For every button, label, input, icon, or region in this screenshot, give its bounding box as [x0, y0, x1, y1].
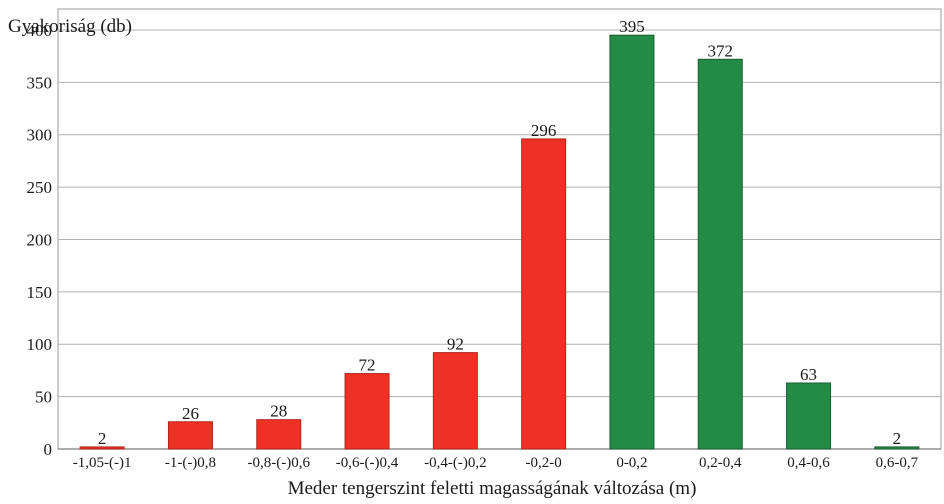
bar-value-label: 63 [800, 365, 817, 384]
x-tick-label: 0,2-0,4 [699, 455, 742, 471]
x-tick-label: 0,4-0,6 [787, 455, 830, 471]
bar-value-label: 28 [270, 402, 287, 421]
data-labels: 2 26 28 72 92 296 395 372 63 2 [98, 17, 901, 448]
x-axis-title: Meder tengerszint feletti magasságának v… [288, 478, 697, 499]
y-tick-label: 300 [27, 126, 53, 145]
bar-value-label: 92 [447, 335, 464, 354]
x-tick-label: -0,4-(-)0,2 [424, 455, 486, 471]
bar-value-label: 395 [619, 17, 645, 36]
x-tick-label: -0,2-0 [526, 455, 562, 471]
x-tick-label: 0-0,2 [616, 455, 647, 471]
bar [874, 446, 920, 450]
y-tick-label: 250 [27, 178, 53, 197]
bar-value-label: 72 [359, 356, 376, 375]
bar [167, 421, 213, 450]
bar [432, 352, 478, 450]
x-axis-ticks: -1,05-(-)1 -1-(-)0,8 -0,8-(-)0,6 -0,6-(-)0,… [73, 455, 919, 471]
bar-value-label: 296 [531, 121, 557, 140]
bar [697, 58, 743, 450]
bar-value-label: 26 [182, 404, 199, 423]
y-tick-label: 0 [44, 440, 53, 459]
y-axis-title: Gyakoriság (db) [8, 16, 132, 37]
bar [786, 382, 832, 450]
x-tick-label: -0,6-(-)0,4 [336, 455, 399, 471]
bars [79, 34, 920, 450]
y-tick-label: 400 [27, 21, 53, 40]
bar [79, 446, 125, 450]
bar [609, 34, 655, 450]
x-tick-label: 0,6-0,7 [876, 455, 919, 471]
x-tick-label: -1,05-(-)1 [73, 455, 132, 471]
bar-value-label: 2 [893, 429, 902, 448]
y-tick-label: 350 [27, 73, 53, 92]
y-tick-label: 150 [27, 283, 53, 302]
bar [344, 373, 390, 450]
y-tick-label: 50 [35, 388, 52, 407]
x-tick-label: -1-(-)0,8 [165, 455, 216, 471]
x-tick-label: -0,8-(-)0,6 [248, 455, 311, 471]
bar [521, 138, 567, 450]
y-axis-ticks: 0 50 100 150 200 250 300 350 400 [27, 21, 53, 459]
bar [256, 419, 302, 450]
y-tick-label: 200 [27, 230, 53, 249]
y-tick-label: 100 [27, 335, 53, 354]
bar-value-label: 372 [708, 41, 734, 60]
bar-value-label: 2 [98, 429, 107, 448]
